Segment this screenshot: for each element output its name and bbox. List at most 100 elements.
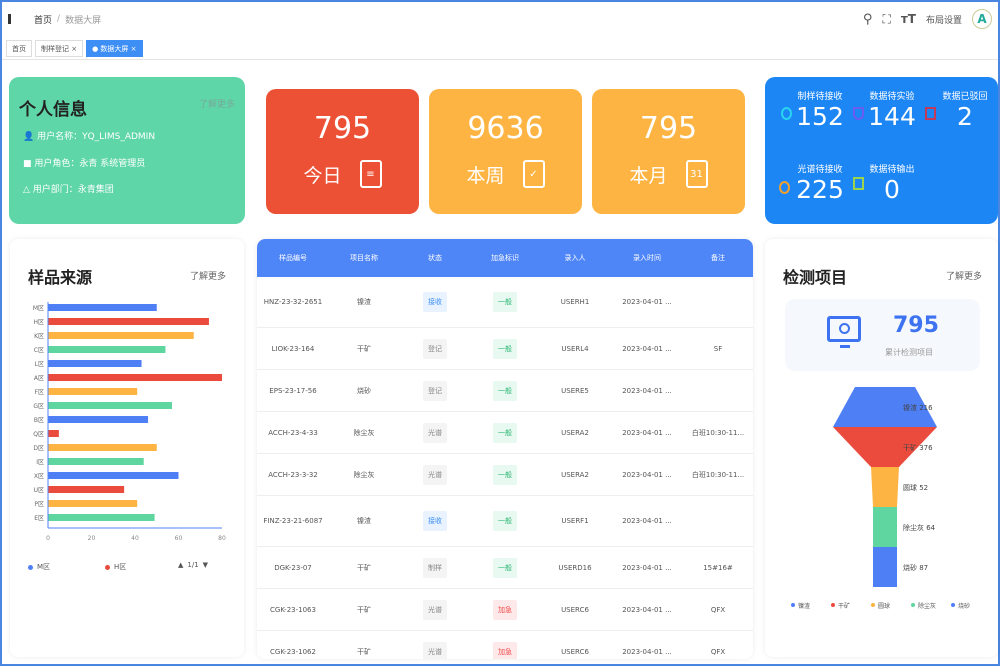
stat-week-label: 本周: [466, 164, 505, 187]
bar[interactable]: [48, 472, 179, 479]
funnel-label: 烧砂 87: [903, 563, 928, 572]
funnel-segment[interactable]: [873, 507, 897, 547]
funnel-legend-label[interactable]: 干矿: [838, 602, 850, 610]
table-cell: 登记: [399, 370, 471, 411]
cell-text: USERA2: [561, 470, 589, 479]
funnel-legend-dot[interactable]: [871, 603, 875, 607]
funnel-legend-dot[interactable]: [831, 603, 835, 607]
table-row[interactable]: FINZ-23-21-6087 镍渣 接收 一般 USERF1 2023-04-01 ..…: [257, 496, 753, 547]
timer-icon: [779, 181, 790, 194]
status-badge: 接收: [423, 292, 447, 312]
monitor-chart-icon: [827, 316, 861, 348]
dept-text: 用户部门：永青集团: [32, 185, 114, 195]
table-cell: FINZ-23-21-6087: [257, 496, 329, 546]
menu-toggle-icon[interactable]: [8, 14, 18, 24]
table-cell: 一般: [471, 412, 539, 453]
bar[interactable]: [48, 500, 138, 507]
bar[interactable]: [48, 430, 59, 437]
report-icon: [853, 177, 864, 190]
funnel-segment[interactable]: [833, 387, 937, 427]
user-icon: 👤: [23, 132, 35, 142]
bar[interactable]: [48, 486, 125, 493]
stat-month[interactable]: 795 本月 31: [592, 89, 745, 214]
bar[interactable]: [48, 374, 222, 381]
column-header[interactable]: 录入人: [564, 254, 586, 262]
funnel-label: 圆球 52: [903, 483, 928, 492]
search-icon[interactable]: ⚲: [862, 11, 873, 27]
table-row[interactable]: DGK-23-07 干矿 制样 一般 USERD16 2023-04-01 ... 15#1…: [257, 547, 753, 589]
column-header[interactable]: 状态: [428, 254, 442, 262]
layout-settings-link[interactable]: 布局设置: [925, 15, 962, 26]
funnel-legend-label[interactable]: 圆球: [878, 602, 890, 610]
bar[interactable]: [48, 416, 149, 423]
inspection-more-link[interactable]: 了解更多: [945, 272, 982, 282]
cell-text: 烧砂: [357, 386, 371, 395]
funnel-legend-dot[interactable]: [791, 603, 795, 607]
pager-text: 1/1: [187, 561, 199, 569]
stat-today[interactable]: 795 今日 ≡: [266, 89, 419, 214]
bar[interactable]: [48, 304, 157, 311]
funnel-legend-dot[interactable]: [911, 603, 915, 607]
table-body: HNZ-23-32-2651 镍渣 接收 一般 USERH1 2023-04-01 ...…: [257, 277, 753, 659]
table-row[interactable]: CGK-23-1063 干矿 光谱 加急 USERC6 2023-04-01 ... QFX: [257, 589, 753, 631]
column-header[interactable]: 备注: [711, 254, 725, 262]
legend-pager[interactable]: ▲ 1/1 ▼: [178, 561, 208, 569]
table-cell: 接收: [399, 496, 471, 546]
table-cell: [683, 496, 753, 546]
funnel-legend-label[interactable]: 镍渣: [798, 602, 810, 610]
table-row[interactable]: ACCH-23-4-33 除尘灰 光谱 一般 USERA2 2023-04-01 ... 白…: [257, 412, 753, 454]
cell-text: USERH1: [560, 298, 590, 306]
bar[interactable]: [48, 346, 166, 353]
funnel-segment[interactable]: [833, 427, 937, 467]
table-row[interactable]: LIOK-23-164 干矿 登记 一般 USERL4 2023-04-01 ... SF: [257, 328, 753, 370]
x-tick-label: 60: [175, 535, 183, 542]
column-header[interactable]: 项目名称: [350, 254, 378, 262]
avatar[interactable]: A: [972, 9, 992, 29]
bar[interactable]: [48, 360, 142, 367]
pending-data-output[interactable]: 数据待输出 0: [869, 165, 915, 204]
tab-data-screen[interactable]: ● 数据大屏 ×: [86, 40, 143, 57]
column-header[interactable]: 加急标识: [491, 254, 519, 262]
urgency-badge: 加急: [493, 599, 517, 620]
bar[interactable]: [48, 318, 209, 325]
tab-sample-register[interactable]: 制样登记 ×: [35, 40, 84, 57]
pending-data-rejected[interactable]: 数据已驳回 2: [942, 92, 988, 131]
funnel-legend-label[interactable]: 除尘灰: [918, 602, 936, 610]
profile-more-link[interactable]: 了解更多: [198, 100, 235, 110]
bar[interactable]: [48, 458, 144, 465]
table-row[interactable]: CGK-23-1062 干矿 光谱 加急 USERC6 2023-04-01 ... QFX: [257, 631, 753, 659]
bar[interactable]: [48, 444, 157, 451]
urgency-badge: 一般: [493, 338, 517, 359]
funnel-legend-dot[interactable]: [951, 603, 955, 607]
table-cell: 光谱: [399, 454, 471, 495]
pending-sample-receive[interactable]: 制样待接收 152: [796, 92, 844, 131]
breadcrumb-current: 数据大屏: [65, 15, 102, 26]
breadcrumb-home[interactable]: 首页: [34, 15, 53, 26]
bar[interactable]: [48, 388, 138, 395]
legend-item[interactable]: H区: [105, 562, 126, 572]
status-badge: 制样: [423, 557, 447, 578]
column-header[interactable]: 录入时间: [633, 254, 661, 262]
cell-text: 镍渣: [357, 298, 371, 306]
font-size-icon[interactable]: тT: [900, 12, 916, 26]
table-cell: 光谱: [399, 589, 471, 630]
pending-spectrum-receive[interactable]: 光谱待接收 225: [796, 165, 844, 204]
column-header[interactable]: 样品编号: [279, 254, 307, 262]
bar[interactable]: [48, 332, 194, 339]
legend-item[interactable]: M区: [28, 562, 50, 572]
table-cell: 镍渣: [329, 277, 399, 327]
table-row[interactable]: HNZ-23-32-2651 镍渣 接收 一般 USERH1 2023-04-01 ...: [257, 277, 753, 328]
tab-home[interactable]: 首页: [6, 40, 32, 57]
pending-data-experiment[interactable]: 数据待实验 144: [868, 92, 916, 131]
funnel-legend-label[interactable]: 烧砂: [958, 602, 970, 610]
table-row[interactable]: EPS-23-17-56 烧砂 登记 一般 USERE5 2023-04-01 ...: [257, 370, 753, 412]
sample-source-more-link[interactable]: 了解更多: [189, 272, 226, 282]
bar[interactable]: [48, 514, 155, 521]
fullscreen-icon[interactable]: ⛶: [882, 11, 891, 26]
stat-week[interactable]: 9636 本周 ✓: [429, 89, 582, 214]
bar[interactable]: [48, 402, 172, 409]
funnel-segment[interactable]: [873, 547, 897, 587]
table-row[interactable]: ACCH-23-3-32 除尘灰 光谱 一般 USERA2 2023-04-01 ... 白…: [257, 454, 753, 496]
funnel-segment[interactable]: [871, 467, 899, 507]
cell-text: 15#16#: [703, 563, 733, 572]
